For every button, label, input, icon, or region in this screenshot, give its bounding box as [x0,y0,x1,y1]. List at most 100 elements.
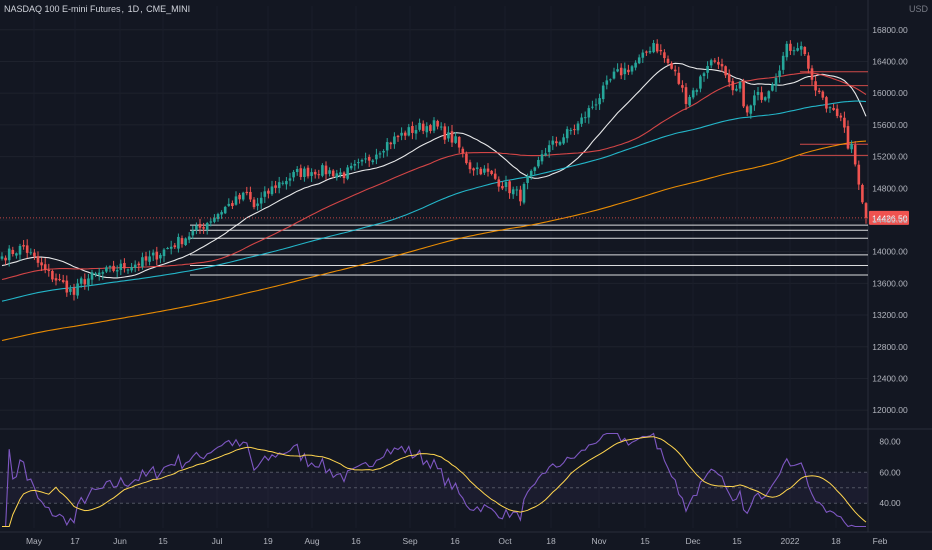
time-tick-label: Aug [304,536,319,546]
candle-body [803,47,807,55]
candle-body [439,126,443,128]
candle [245,186,249,196]
candle-body [429,125,432,131]
candle [256,197,259,211]
candle [742,78,745,109]
candle-body [202,227,205,229]
candle-body [745,106,749,113]
candle [454,132,457,144]
candle [295,166,299,176]
candle-body [828,107,832,109]
candle-body [447,132,450,139]
candle-body [508,181,511,194]
candle [108,265,112,273]
candle-body [396,135,400,138]
currency-label[interactable]: USD [908,4,928,14]
candle [720,58,724,72]
candle [771,82,774,92]
candle-body [645,51,648,53]
candle [238,192,241,204]
candle [713,58,717,64]
candle-body [151,252,155,256]
candle [540,149,544,165]
candle-body [177,236,180,249]
candle-body [119,263,123,270]
candle [789,40,792,55]
candle [850,140,853,154]
candle-body [461,148,465,153]
candle-body [763,97,767,101]
candle [684,83,688,110]
candle [821,90,825,101]
candle [522,182,526,205]
candle-body [335,173,339,178]
candle [504,175,508,192]
candle [468,159,472,174]
candle [825,95,828,113]
interval-label[interactable]: 1D [127,4,140,14]
rsi-panel: 80.00 60.00 40.00 [0,432,901,528]
support-levels [190,71,868,276]
candle [461,146,465,158]
candle-body [681,85,684,88]
candle-body [558,142,562,145]
candle-body [364,158,367,160]
candle-body [735,88,738,91]
candle-body [652,43,655,53]
candle [846,120,850,150]
candle-body [475,167,479,170]
candle-body [666,58,670,63]
candle [133,260,137,273]
symbol-separator-2: , [140,4,146,14]
candle-body [299,168,303,177]
candle-body [112,265,115,271]
time-axis: May 17 Jun 15 Jul 19 Aug 16 Sep 16 Oct 18 Nov 15 Dec 15… [26,536,888,546]
candle-body [864,203,868,218]
time-tick-label: 2022 [781,536,800,546]
candle-body [195,225,198,230]
candle-body [659,49,663,52]
candle-body [533,167,537,171]
time-tick-label: 18 [546,536,556,546]
candle-body [580,117,583,124]
candle [792,46,796,56]
symbol-header: NASDAQ 100 E-mini Futures, 1D, CME_MINI [4,4,191,14]
candle-body [360,159,364,162]
candle-body [47,270,51,272]
candle-body [472,168,475,171]
candle [799,41,803,56]
candle-body [591,106,594,108]
candle-body [108,266,112,268]
candle [364,152,367,164]
candle-body [810,68,814,80]
candle-body [187,236,191,240]
candle-body [443,126,447,140]
candle [562,133,565,145]
candle [796,42,799,52]
candle-body [256,203,259,206]
candle [252,197,256,210]
candle [864,202,868,224]
candle [411,121,414,140]
candle [400,127,403,141]
candle [450,125,454,147]
candle [61,274,65,284]
candle-body [220,212,223,215]
candle-body [144,256,148,261]
candle [277,176,281,194]
candle-body [389,142,393,145]
rsi-tick-label: 80.00 [879,436,901,446]
candle [346,164,349,181]
candle-body [691,90,695,98]
candle-body [339,172,342,175]
candle-body [51,270,54,280]
candle-body [634,62,637,68]
candle [735,85,738,92]
candle [493,168,497,181]
candle-body [155,251,159,260]
symbol-name[interactable]: NASDAQ 100 E-mini Futures [4,4,121,14]
candle [87,273,90,291]
candle [270,180,274,196]
time-tick-label: 18 [831,536,841,546]
